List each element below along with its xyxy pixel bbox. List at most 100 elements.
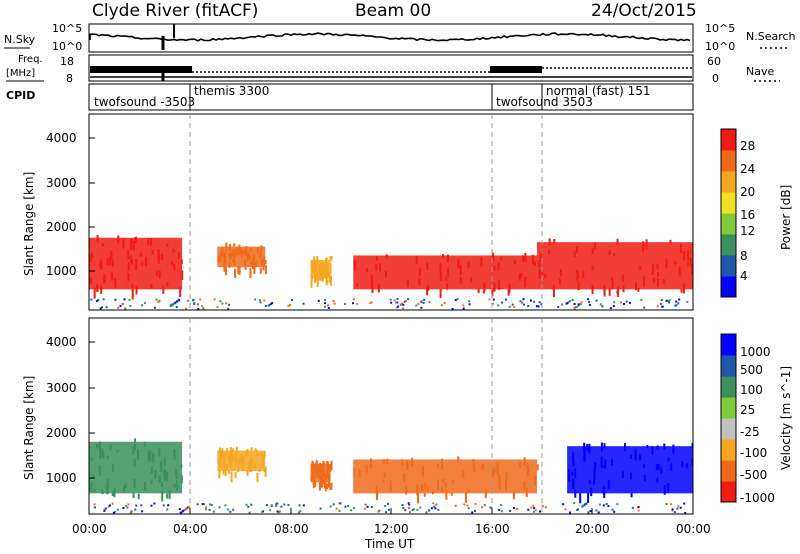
velocity-cell	[437, 479, 439, 490]
power-cell	[324, 264, 326, 274]
velocity-noise-cell	[404, 509, 407, 512]
velocity-cell	[624, 443, 626, 448]
power-cell	[249, 247, 252, 252]
velocity-noise-cell	[411, 509, 414, 512]
power-cell	[669, 239, 672, 244]
power-cell	[651, 264, 654, 275]
power-cell	[532, 258, 535, 263]
velocity-cell	[588, 443, 591, 454]
velocity-noise-cell	[186, 507, 188, 510]
velocity-noise-cell	[210, 504, 213, 506]
velocity-noise-cell	[483, 504, 486, 507]
power-cell	[353, 260, 356, 272]
velocity-cell	[416, 484, 419, 496]
velocity-cell	[232, 455, 234, 462]
freq-band-1	[90, 66, 192, 73]
power-noise-cell	[492, 298, 495, 301]
velocity-cell	[175, 476, 178, 480]
velocity-cell	[607, 479, 610, 490]
velocity-noise-cell	[103, 509, 106, 512]
power-scatter-layer	[89, 234, 693, 300]
velocity-cell	[99, 446, 101, 451]
power-cell	[219, 252, 222, 260]
velocity-cell	[498, 474, 501, 485]
velocity-noise-cell	[416, 508, 419, 511]
power-cell	[316, 276, 319, 287]
power-noise-cell	[492, 302, 495, 305]
power-cbar-swatch-6	[721, 150, 736, 172]
power-noise-cell	[609, 307, 612, 310]
velocity-cell	[242, 456, 245, 462]
velocity-cell	[411, 457, 414, 467]
power-cell	[483, 282, 486, 292]
power-noise-cell	[468, 303, 471, 306]
velocity-cell	[137, 493, 140, 500]
power-cell	[616, 290, 619, 294]
power-noise-cell	[323, 302, 326, 305]
power-noise-cell	[527, 305, 530, 307]
power-cell	[109, 256, 111, 265]
power-noise-cell	[522, 298, 525, 301]
velocity-cell	[234, 450, 237, 462]
power-noise-cell	[170, 303, 173, 306]
power-noise-cell	[254, 298, 257, 301]
velocity-noise-cell	[297, 511, 300, 514]
power-cell	[524, 276, 527, 288]
xtick-20: 20:00	[575, 522, 610, 536]
velocity-cbar-swatch-6	[721, 355, 736, 377]
power-noise-cell	[291, 298, 293, 301]
velocity-cell	[322, 472, 325, 476]
power-cell	[264, 260, 267, 265]
velocity-cell	[326, 461, 329, 467]
velocity-noise-cell	[430, 507, 433, 510]
power-cbar-swatch-7	[721, 129, 736, 151]
velocity-cell	[324, 473, 327, 482]
velocity-cell	[523, 457, 526, 466]
velocity-noise-cell	[261, 510, 264, 513]
velocity-cell	[496, 464, 499, 475]
power-cell	[100, 285, 103, 294]
power-cell	[260, 245, 263, 252]
power-cell	[135, 286, 138, 295]
velocity-noise-cell	[474, 503, 477, 505]
power-cell	[246, 257, 249, 261]
velocity-cell	[441, 458, 444, 470]
power-noise-cell	[356, 302, 359, 305]
velocity-noise-cell	[278, 510, 281, 513]
power-cell	[534, 262, 536, 266]
velocity-cell	[314, 481, 316, 488]
power-noise-cell	[571, 298, 574, 301]
velocity-cell	[311, 471, 314, 481]
power-cell	[221, 248, 224, 253]
power-noise-cell	[263, 299, 266, 302]
power-cbar-swatch-4	[721, 192, 736, 214]
power-noise-cell	[505, 298, 507, 301]
velocity-cell	[160, 461, 163, 469]
power-cell	[240, 248, 243, 257]
power-cell	[442, 254, 444, 259]
velocity-cbar-tick-25: 25	[740, 403, 755, 417]
velocity-cell	[442, 478, 444, 483]
velocity-noise-cell	[412, 508, 415, 511]
velocity-cell	[358, 470, 361, 478]
velocity-noise-cell	[350, 509, 353, 512]
power-cell	[233, 268, 236, 279]
power-cell	[166, 282, 169, 287]
power-cell	[591, 285, 594, 294]
power-cell	[365, 268, 368, 273]
velocity-cell	[232, 448, 235, 452]
velocity-cell	[579, 493, 582, 504]
velocity-noise-cell	[248, 511, 251, 514]
velocity-cell	[315, 462, 318, 474]
power-noise-cell	[675, 300, 678, 303]
power-cell	[166, 243, 169, 247]
power-noise-cell	[117, 306, 120, 309]
velocity-noise-cell	[527, 508, 530, 511]
velocity-noise-cell	[180, 511, 183, 514]
power-cell	[324, 269, 327, 280]
power-noise-cell	[323, 305, 326, 308]
velocity-cell	[132, 492, 135, 499]
velocity-cell	[234, 472, 237, 479]
velocity-noise-cell	[283, 503, 286, 506]
velocity-cell	[316, 463, 319, 474]
